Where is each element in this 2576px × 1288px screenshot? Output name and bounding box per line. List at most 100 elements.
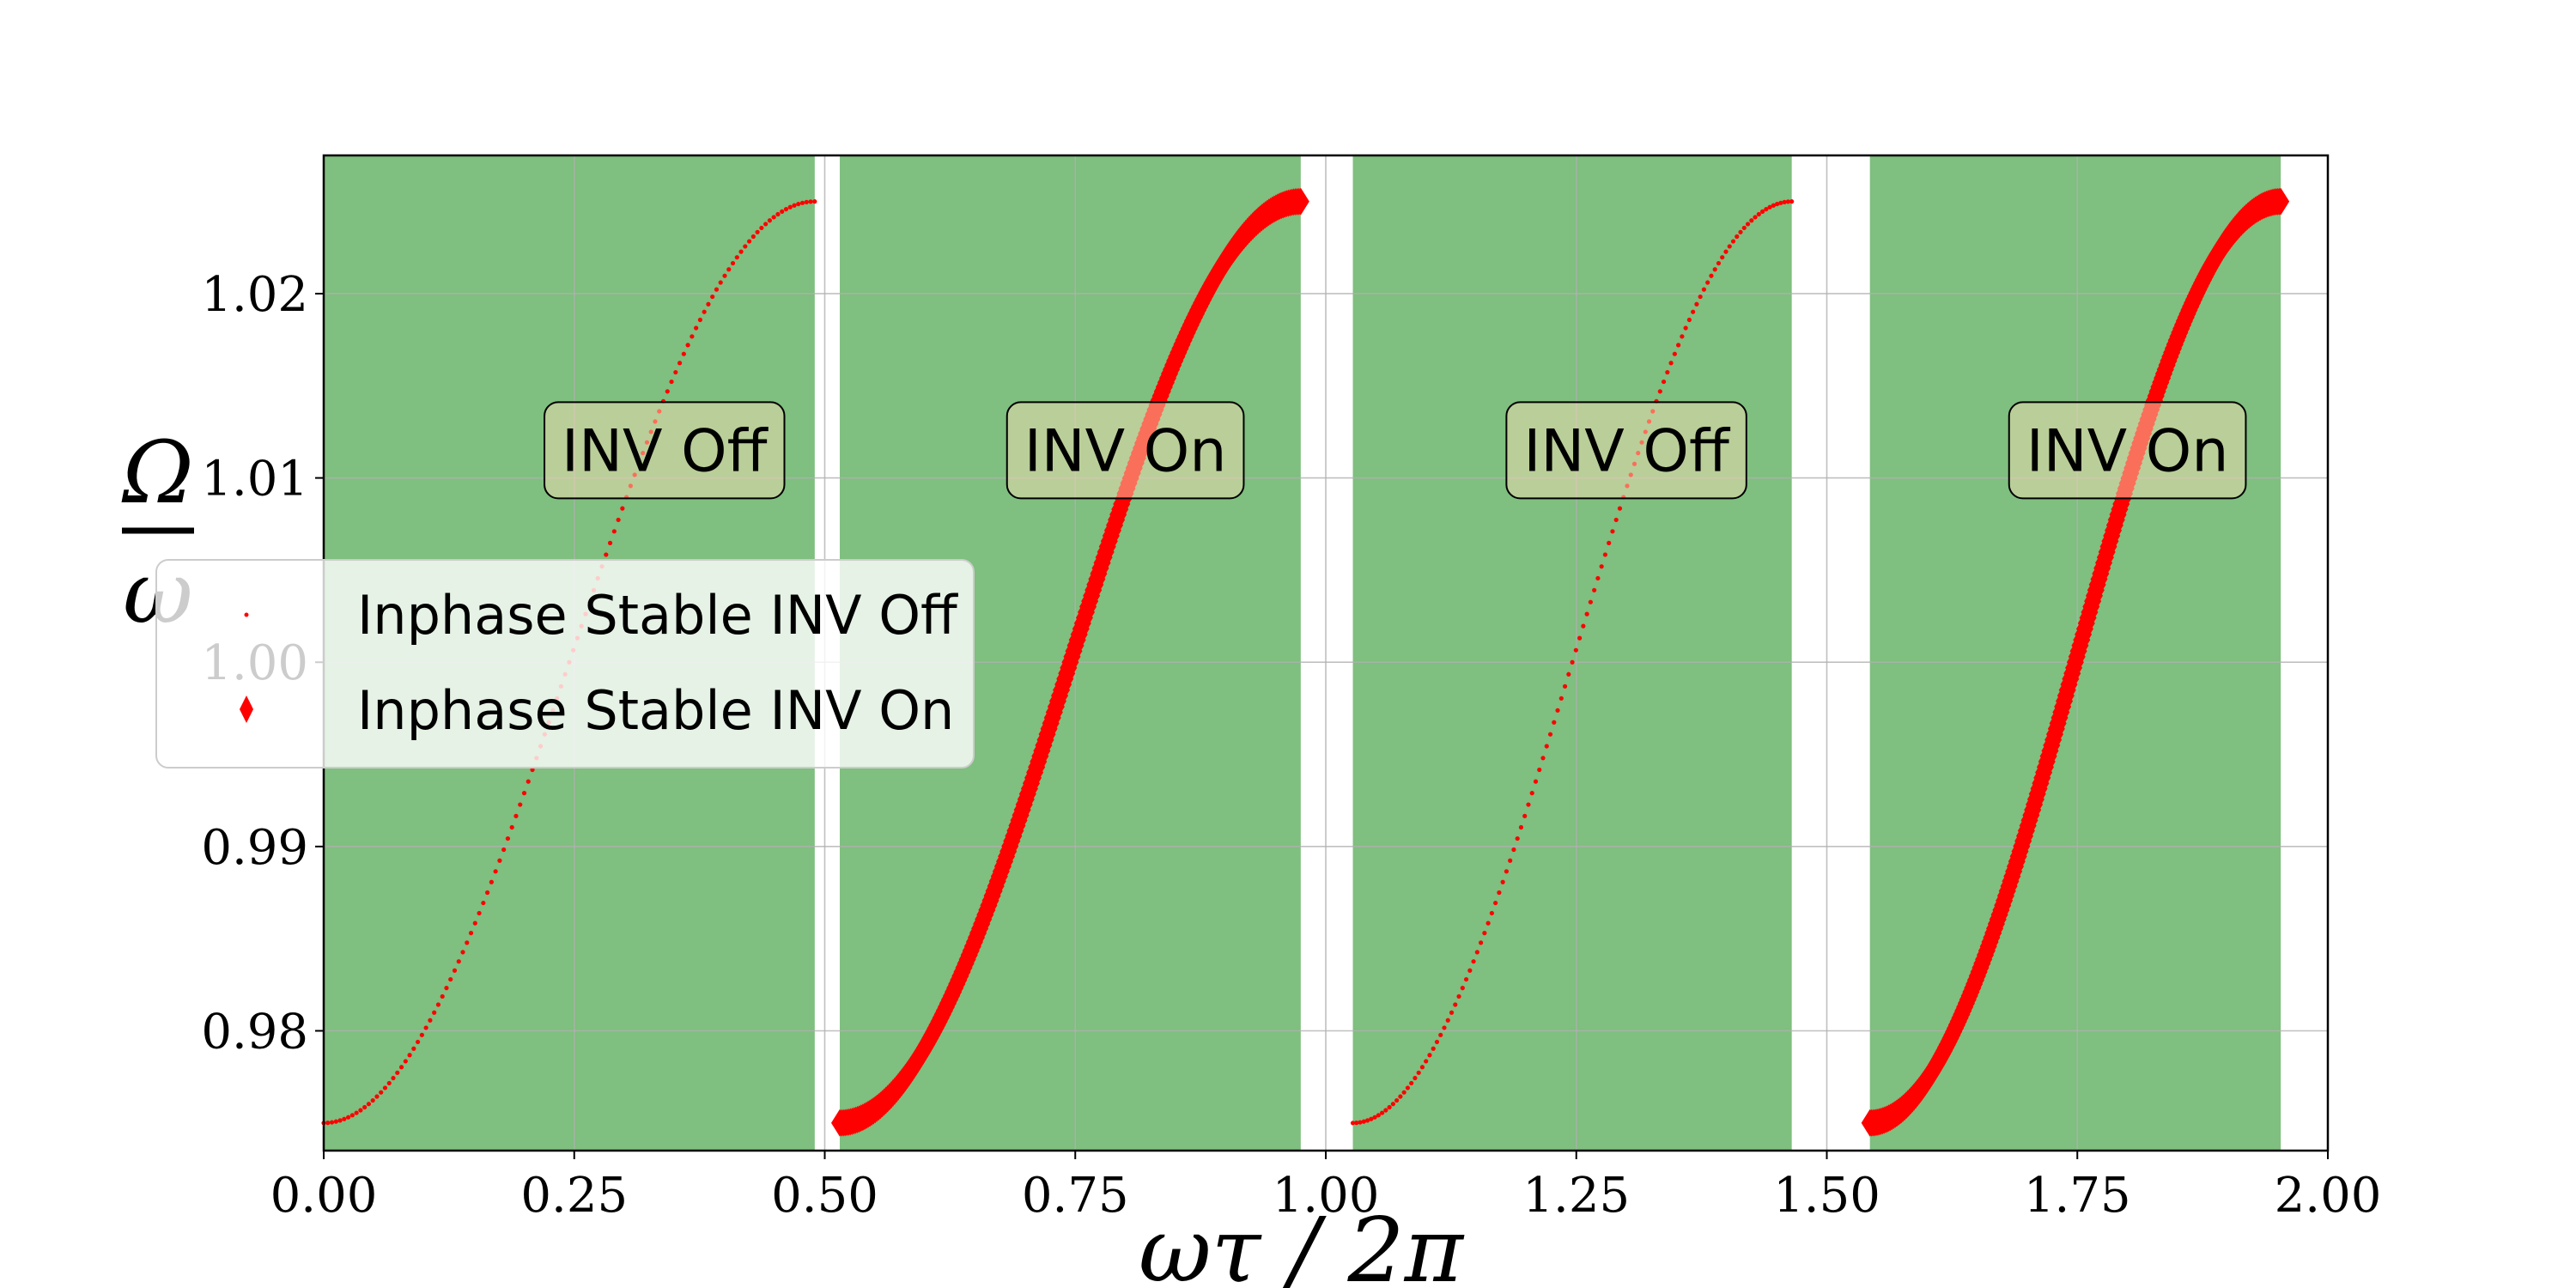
x-ticks: 0.00 0.25 0.50 0.75 1.00 1.25 1.50 1.75 2.00 (270, 1151, 2382, 1224)
point-inv-off-0-69 (604, 552, 609, 557)
point-inv-off-1-90 (1680, 334, 1685, 339)
point-inv-off-1-36 (1482, 931, 1487, 936)
point-inv-off-1-11 (1390, 1102, 1395, 1107)
point-inv-off-1-107 (1741, 225, 1747, 231)
point-inv-off-0-97 (718, 280, 723, 285)
point-inv-off-1-22 (1431, 1046, 1436, 1051)
point-inv-off-1-60 (1570, 659, 1575, 665)
point-inv-off-1-92 (1686, 317, 1692, 323)
point-inv-off-1-96 (1701, 287, 1707, 292)
point-inv-off-1-71 (1610, 529, 1615, 534)
point-inv-off-0-7 (349, 1113, 355, 1118)
region-label-text-0: INV Off (562, 417, 769, 485)
region-label-box-1 (1005, 401, 1245, 500)
point-inv-off-1-65 (1588, 599, 1593, 605)
point-inv-off-1-31 (1463, 976, 1469, 982)
point-inv-off-1-49 (1529, 791, 1534, 796)
point-inv-off-0-34 (460, 950, 465, 955)
point-inv-off-0-17 (391, 1075, 396, 1081)
point-inv-off-0-106 (755, 229, 760, 234)
point-inv-off-1-38 (1489, 910, 1494, 916)
point-inv-off-1-1 (1354, 1121, 1359, 1126)
point-inv-off-1-40 (1497, 890, 1502, 896)
point-inv-off-0-18 (395, 1070, 400, 1075)
point-inv-off-0-43 (497, 858, 502, 863)
y-tick-label-3: 1.01 (201, 452, 308, 507)
x-tick-label-1: 0.25 (520, 1168, 628, 1224)
point-inv-off-0-38 (477, 910, 482, 916)
point-inv-off-1-45 (1515, 835, 1520, 841)
legend-label-inv-off: Inphase Stable INV Off (357, 584, 958, 647)
point-inv-off-1-28 (1453, 1002, 1458, 1007)
point-inv-off-1-33 (1471, 959, 1476, 964)
point-inv-off-1-53 (1544, 744, 1549, 749)
point-inv-off-1-54 (1547, 732, 1553, 737)
point-inv-off-0-3 (333, 1119, 338, 1124)
point-inv-off-1-89 (1676, 343, 1681, 348)
region-label-0: INV Off (544, 401, 786, 500)
point-inv-off-1-39 (1493, 900, 1498, 906)
point-inv-off-1-30 (1460, 986, 1465, 991)
point-inv-on-1-260 (2272, 187, 2290, 216)
point-inv-off-1-70 (1607, 540, 1612, 545)
point-inv-off-0-84 (665, 389, 670, 394)
point-inv-off-1-103 (1727, 244, 1732, 249)
point-inv-off-0-87 (677, 361, 683, 366)
point-inv-off-0-33 (456, 959, 461, 964)
x-tick-label-3: 0.75 (1022, 1168, 1129, 1224)
point-inv-off-1-2 (1358, 1120, 1363, 1125)
region-label-box-0 (544, 401, 786, 500)
point-inv-off-0-24 (419, 1032, 424, 1037)
point-inv-off-0-98 (722, 273, 727, 278)
point-inv-off-0-9 (358, 1108, 363, 1113)
point-inv-off-1-59 (1566, 671, 1571, 677)
point-inv-off-1-18 (1416, 1070, 1421, 1075)
point-inv-off-1-110 (1753, 215, 1758, 220)
point-inv-off-0-15 (382, 1085, 388, 1091)
point-inv-off-1-35 (1478, 940, 1484, 945)
legend-marker-inv-off (244, 612, 249, 617)
point-inv-off-0-13 (374, 1094, 380, 1099)
point-inv-off-1-4 (1364, 1118, 1370, 1123)
legend-label-inv-on: Inphase Stable INV On (357, 679, 954, 742)
point-inv-off-1-104 (1730, 239, 1736, 244)
point-inv-off-0-16 (386, 1080, 392, 1086)
point-inv-off-0-105 (750, 234, 756, 240)
point-inv-off-0-86 (673, 369, 678, 375)
point-inv-off-1-37 (1485, 920, 1491, 926)
region-label-text-3: INV On (2026, 417, 2229, 485)
y-axis-label-numerator: Ω (122, 422, 194, 523)
point-inv-off-1-108 (1745, 222, 1751, 227)
point-inv-off-0-47 (513, 813, 519, 818)
point-inv-off-0-107 (759, 225, 764, 231)
point-inv-off-0-51 (530, 767, 535, 773)
point-inv-off-0-104 (746, 239, 752, 244)
point-inv-off-0-96 (714, 287, 720, 292)
point-inv-off-1-26 (1445, 1018, 1450, 1023)
point-inv-off-0-23 (416, 1039, 421, 1045)
point-inv-off-1-63 (1581, 623, 1586, 629)
point-inv-off-1-15 (1405, 1085, 1411, 1091)
point-inv-off-1-98 (1709, 273, 1714, 278)
point-inv-off-1-68 (1599, 564, 1604, 569)
region-labels: INV Off INV On INV Off INV On (544, 401, 2247, 500)
point-inv-off-0-120 (812, 199, 817, 204)
point-inv-off-1-93 (1691, 309, 1696, 314)
point-inv-off-1-84 (1657, 389, 1662, 394)
point-inv-off-1-23 (1434, 1039, 1440, 1045)
point-inv-off-0-11 (366, 1102, 372, 1107)
point-inv-off-0-111 (775, 211, 781, 217)
point-inv-off-0-2 (329, 1120, 335, 1125)
point-inv-off-1-85 (1661, 379, 1667, 385)
point-inv-off-1-112 (1759, 209, 1765, 214)
region-label-text-1: INV On (1024, 417, 1227, 485)
x-tick-label-8: 2.00 (2275, 1168, 2382, 1224)
point-inv-off-1-119 (1785, 199, 1790, 204)
point-inv-off-1-5 (1369, 1116, 1374, 1121)
point-inv-off-1-41 (1500, 879, 1505, 884)
point-inv-off-1-44 (1511, 847, 1516, 853)
point-inv-off-1-27 (1449, 1010, 1455, 1015)
x-tick-label-6: 1.50 (1773, 1168, 1880, 1224)
point-inv-off-0-116 (796, 201, 801, 207)
